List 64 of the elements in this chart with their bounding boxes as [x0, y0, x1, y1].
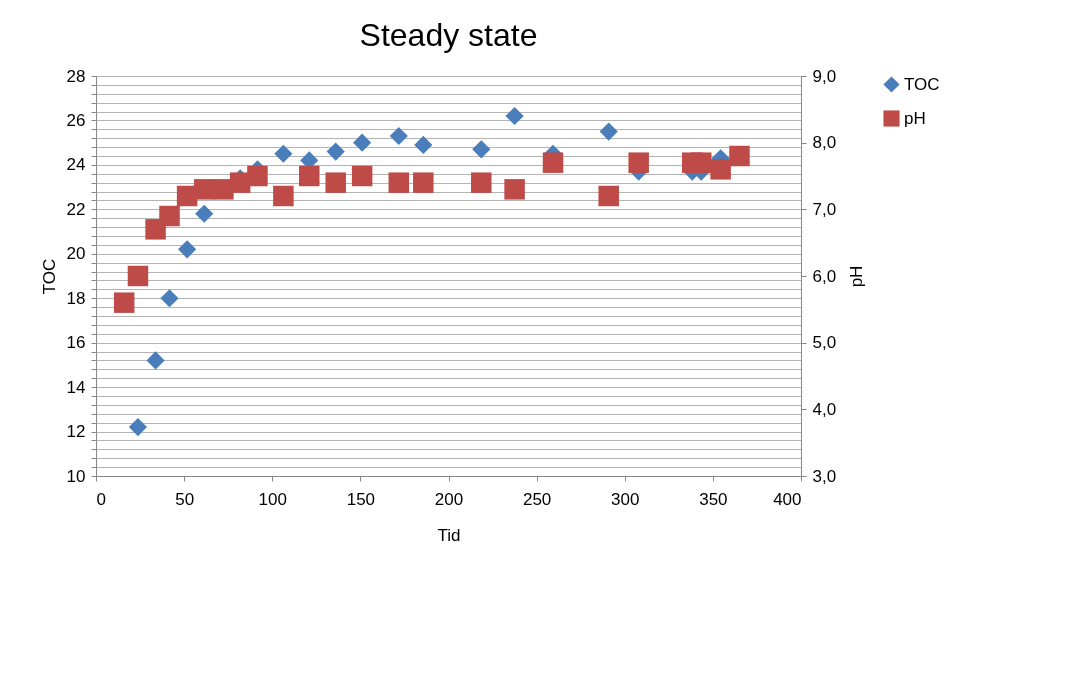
point	[504, 179, 525, 200]
point	[299, 165, 320, 187]
point	[193, 179, 215, 200]
y-tick-label: 18	[66, 288, 86, 308]
y2-tick-label: 9,0	[812, 66, 837, 86]
point	[274, 144, 293, 163]
point	[389, 126, 408, 146]
point	[128, 418, 148, 437]
point	[178, 240, 197, 259]
x-tick-label: 250	[522, 489, 552, 509]
x-axis-title: Tid	[437, 525, 461, 545]
y-tick-label: 10	[66, 466, 86, 486]
point	[146, 351, 165, 370]
point	[505, 106, 524, 126]
point	[195, 204, 214, 223]
point	[413, 172, 434, 193]
y2-tick-label: 4,0	[812, 399, 837, 419]
y2-tick-label: 6,0	[812, 266, 837, 286]
y2-tick-label: 7,0	[812, 199, 837, 219]
point	[353, 133, 372, 152]
point	[710, 159, 731, 180]
point	[159, 205, 180, 227]
x-tick-label: 150	[346, 489, 376, 509]
y-tick-label: 16	[66, 333, 86, 353]
x-tick-label: 350	[699, 489, 728, 509]
point	[127, 265, 149, 287]
point	[471, 172, 492, 193]
point	[598, 185, 619, 207]
point	[628, 152, 649, 173]
point	[326, 142, 345, 161]
y2-tick-label: 5,0	[812, 333, 837, 353]
y-tick-label: 26	[66, 110, 86, 130]
legend-label: TOC	[904, 74, 940, 94]
chart-title: Steady state	[359, 17, 538, 53]
point	[729, 145, 750, 167]
y-tick-label: 14	[66, 377, 86, 397]
y-tick-label: 24	[66, 155, 86, 175]
x-tick-label: 200	[434, 489, 464, 509]
point	[113, 292, 135, 313]
y2-axis-title: pH	[847, 265, 867, 288]
y-tick-label: 12	[66, 422, 86, 442]
point	[414, 135, 433, 154]
point	[351, 165, 373, 187]
x-tick-label: 300	[611, 489, 640, 509]
x-tick-label: 400	[773, 489, 802, 509]
x-tick-label: 100	[258, 489, 287, 509]
y-tick-label: 20	[66, 244, 86, 264]
x-tick-label: 50	[175, 489, 195, 509]
point	[247, 165, 268, 187]
point	[273, 185, 294, 207]
point	[160, 289, 179, 308]
y2-tick-label: 8,0	[812, 133, 837, 153]
y2-tick-label: 3,0	[812, 466, 837, 486]
legend-label: pH	[904, 108, 926, 128]
point	[472, 140, 491, 159]
y-tick-label: 22	[66, 199, 86, 219]
point	[599, 122, 618, 141]
point	[388, 172, 410, 193]
point	[691, 152, 712, 173]
point	[325, 172, 346, 193]
point	[542, 152, 564, 173]
x-tick-label: 0	[96, 489, 106, 509]
y-axis-title: TOC	[39, 258, 59, 295]
y-tick-label: 28	[66, 66, 86, 86]
